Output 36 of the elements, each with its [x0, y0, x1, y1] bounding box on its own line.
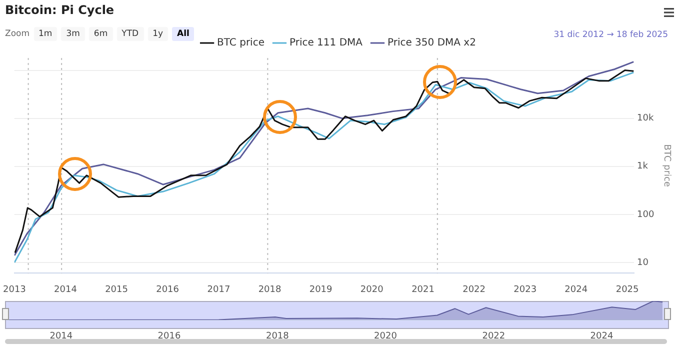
x-tick-label: 2017 [207, 284, 230, 295]
x-tick-label: 2019 [309, 284, 333, 295]
text: All [172, 27, 194, 41]
x-tick-label: 2025 [616, 284, 639, 295]
x-tick-label: 2016 [158, 332, 181, 342]
text: Zoom [5, 29, 30, 39]
x-tick-label: 2015 [105, 284, 128, 295]
text: 6m [88, 27, 113, 41]
x-tick-label: 2020 [360, 284, 384, 295]
x-tick-label: 2013 [3, 284, 26, 295]
text: 1y [148, 27, 168, 41]
x-tick-label: 2016 [156, 284, 180, 295]
x-tick-label: 2018 [266, 332, 290, 342]
legend-label: Price 111 DMA [289, 38, 363, 49]
chart-title: Bitcoin: Pi Cycle [5, 3, 114, 17]
legend-label: BTC price [217, 38, 264, 49]
x-tick-label: 2023 [514, 284, 537, 295]
text: 3m [61, 27, 85, 41]
y-axis-title: BTC price [661, 144, 672, 188]
x-tick-label: 2022 [462, 284, 486, 295]
x-tick-label: 2014 [54, 284, 78, 295]
text: 1m [34, 27, 58, 41]
text: 31 dic 2012 → 18 feb 2025 [554, 30, 668, 40]
y-tick-label: 100 [637, 210, 654, 220]
y-tick-label: 1k [637, 162, 649, 172]
x-tick-label: 2020 [374, 332, 398, 342]
x-tick-label: 2024 [590, 332, 614, 342]
x-tick-label: 2018 [258, 284, 282, 295]
y-tick-label: 10k [637, 114, 654, 124]
x-tick-label: 2021 [412, 284, 434, 295]
legend-label: Price 350 DMA x2 [387, 38, 476, 49]
text: YTD [116, 27, 144, 41]
x-tick-label: 2024 [564, 284, 588, 295]
x-tick-label: 2022 [482, 332, 506, 342]
y-tick-label: 10 [637, 258, 649, 268]
x-tick-label: 2014 [50, 332, 73, 342]
